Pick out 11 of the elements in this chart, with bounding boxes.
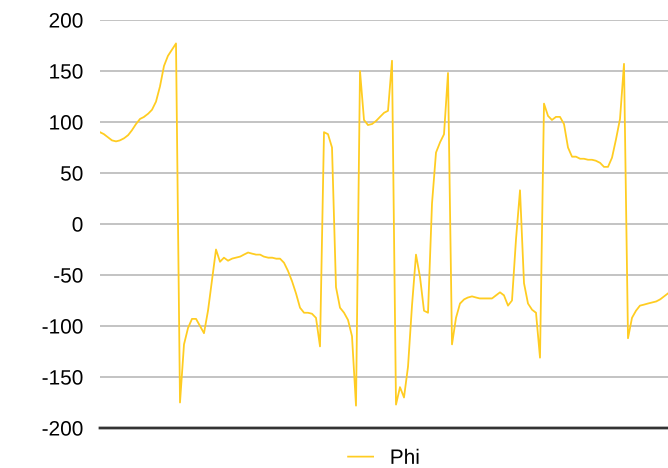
y-tick-label: 150 xyxy=(50,64,83,79)
y-tick-label: 200 xyxy=(50,13,83,28)
y-tick-label: -100 xyxy=(42,319,83,334)
legend-label: Phi xyxy=(391,448,418,464)
y-tick-label: 0 xyxy=(72,217,83,232)
y-tick-label: -50 xyxy=(54,268,83,283)
y-tick-label: -150 xyxy=(42,370,83,385)
line-series xyxy=(100,42,668,406)
y-tick-label: -200 xyxy=(42,421,83,436)
y-tick-label: 50 xyxy=(60,166,83,181)
y-tick-label: 100 xyxy=(50,115,83,130)
